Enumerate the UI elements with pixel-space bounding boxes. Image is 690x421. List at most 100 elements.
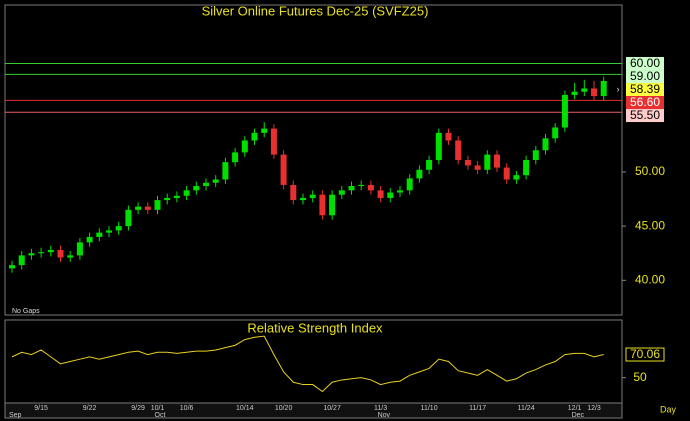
y-tick-label: 50 xyxy=(633,370,647,384)
candle-body xyxy=(232,152,239,163)
candle-body xyxy=(9,265,15,269)
candle-body xyxy=(523,160,530,176)
rsi-line xyxy=(11,335,604,393)
candle-body xyxy=(280,154,287,185)
candle-body xyxy=(561,94,568,128)
candle-body xyxy=(358,184,365,187)
candle-body xyxy=(484,154,491,170)
candle-body xyxy=(309,194,316,198)
candle-body xyxy=(86,236,93,243)
x-tick-label: 10/20 xyxy=(275,405,293,412)
x-axis-label: Day xyxy=(660,404,677,414)
candle-body xyxy=(581,88,588,92)
candle-body xyxy=(300,197,306,201)
x-tick-label: 11/17 xyxy=(469,405,486,412)
candle-body xyxy=(377,190,384,198)
price-box xyxy=(626,70,664,84)
price-box-label: 60.00 xyxy=(630,56,660,70)
candle-body xyxy=(57,249,64,258)
candle-body xyxy=(513,175,520,180)
x-tick-label: 9/15 xyxy=(34,405,48,412)
candle-body xyxy=(18,255,25,266)
candle-body xyxy=(241,140,248,153)
candle-body xyxy=(173,195,180,198)
month-label: Sep xyxy=(9,412,22,419)
candle-body xyxy=(435,132,442,160)
candle-body xyxy=(397,190,403,193)
rsi-box xyxy=(625,347,665,362)
candle-body xyxy=(251,132,258,141)
candle-body xyxy=(329,194,336,216)
price-box-label: 56.60 xyxy=(630,95,660,109)
candle-body xyxy=(591,88,597,97)
price-panel xyxy=(4,4,623,316)
candle-body xyxy=(67,255,74,258)
candle-body xyxy=(154,200,161,210)
candle-body xyxy=(135,206,142,210)
price-box xyxy=(626,83,664,97)
price-box-label: 55.50 xyxy=(630,108,660,122)
candle-body xyxy=(367,184,374,191)
candle-body xyxy=(445,132,452,141)
x-tick-label: 11/3 xyxy=(374,405,387,412)
candle-body xyxy=(571,91,578,95)
month-label: Nov xyxy=(378,412,391,419)
candle-body xyxy=(503,167,510,180)
x-tick-label: 12/3 xyxy=(587,405,601,412)
candle-body xyxy=(261,128,268,133)
x-tick-label: 11/10 xyxy=(421,405,438,412)
price-box-label: 59.00 xyxy=(630,69,660,83)
x-tick-label: 9/29 xyxy=(131,405,145,412)
rsi-panel xyxy=(4,319,623,404)
chart-title: Silver Online Futures Dec-25 (SVFZ25) xyxy=(202,3,429,18)
price-box xyxy=(626,96,664,110)
price-box xyxy=(626,57,664,71)
candle-body xyxy=(387,192,394,198)
candle-body xyxy=(125,209,132,227)
candle-body xyxy=(203,182,209,187)
candle-body xyxy=(474,165,481,170)
last-arrow: › xyxy=(617,84,620,94)
candle-body xyxy=(600,80,607,97)
candle-body xyxy=(348,186,355,191)
price-box-label: 58.39 xyxy=(630,82,660,96)
candle-body xyxy=(552,127,559,139)
candle-body xyxy=(76,242,83,256)
candle-body xyxy=(319,194,326,216)
candle-body xyxy=(270,128,277,155)
rsi-last-label: 70.06 xyxy=(630,347,660,361)
candle-body xyxy=(426,160,433,170)
candle-body xyxy=(96,232,103,237)
candle-body xyxy=(38,252,45,254)
annotation: No Gaps xyxy=(12,308,40,315)
candle-body xyxy=(406,178,413,191)
y-tick-label: 50.00 xyxy=(635,164,665,178)
candle-body xyxy=(144,206,151,210)
y-tick-label: 40.00 xyxy=(635,272,665,286)
candle-body xyxy=(193,186,200,191)
x-tick-label: 9/22 xyxy=(83,405,97,412)
candle-body xyxy=(106,230,112,233)
candle-body xyxy=(164,197,171,201)
x-tick-label: 10/14 xyxy=(236,405,254,412)
candle-body xyxy=(338,190,345,195)
rsi-title: Relative Strength Index xyxy=(247,320,383,335)
candle-body xyxy=(494,154,500,168)
candle-body xyxy=(416,169,423,179)
x-tick-label: 11/24 xyxy=(518,405,535,412)
candle-body xyxy=(222,162,229,180)
candle-body xyxy=(464,160,471,166)
y-tick-label: 45.00 xyxy=(635,218,665,232)
price-box xyxy=(626,109,664,123)
month-label: Dec xyxy=(572,412,585,419)
x-tick-label: 10/27 xyxy=(323,405,341,412)
candle-body xyxy=(212,179,219,183)
candle-body xyxy=(532,150,539,160)
candle-body xyxy=(455,140,462,160)
x-tick-label: 10/6 xyxy=(180,405,194,412)
candle-body xyxy=(542,138,549,151)
candle-body xyxy=(115,226,122,231)
candle-body xyxy=(47,249,54,253)
date-strip xyxy=(4,402,623,419)
